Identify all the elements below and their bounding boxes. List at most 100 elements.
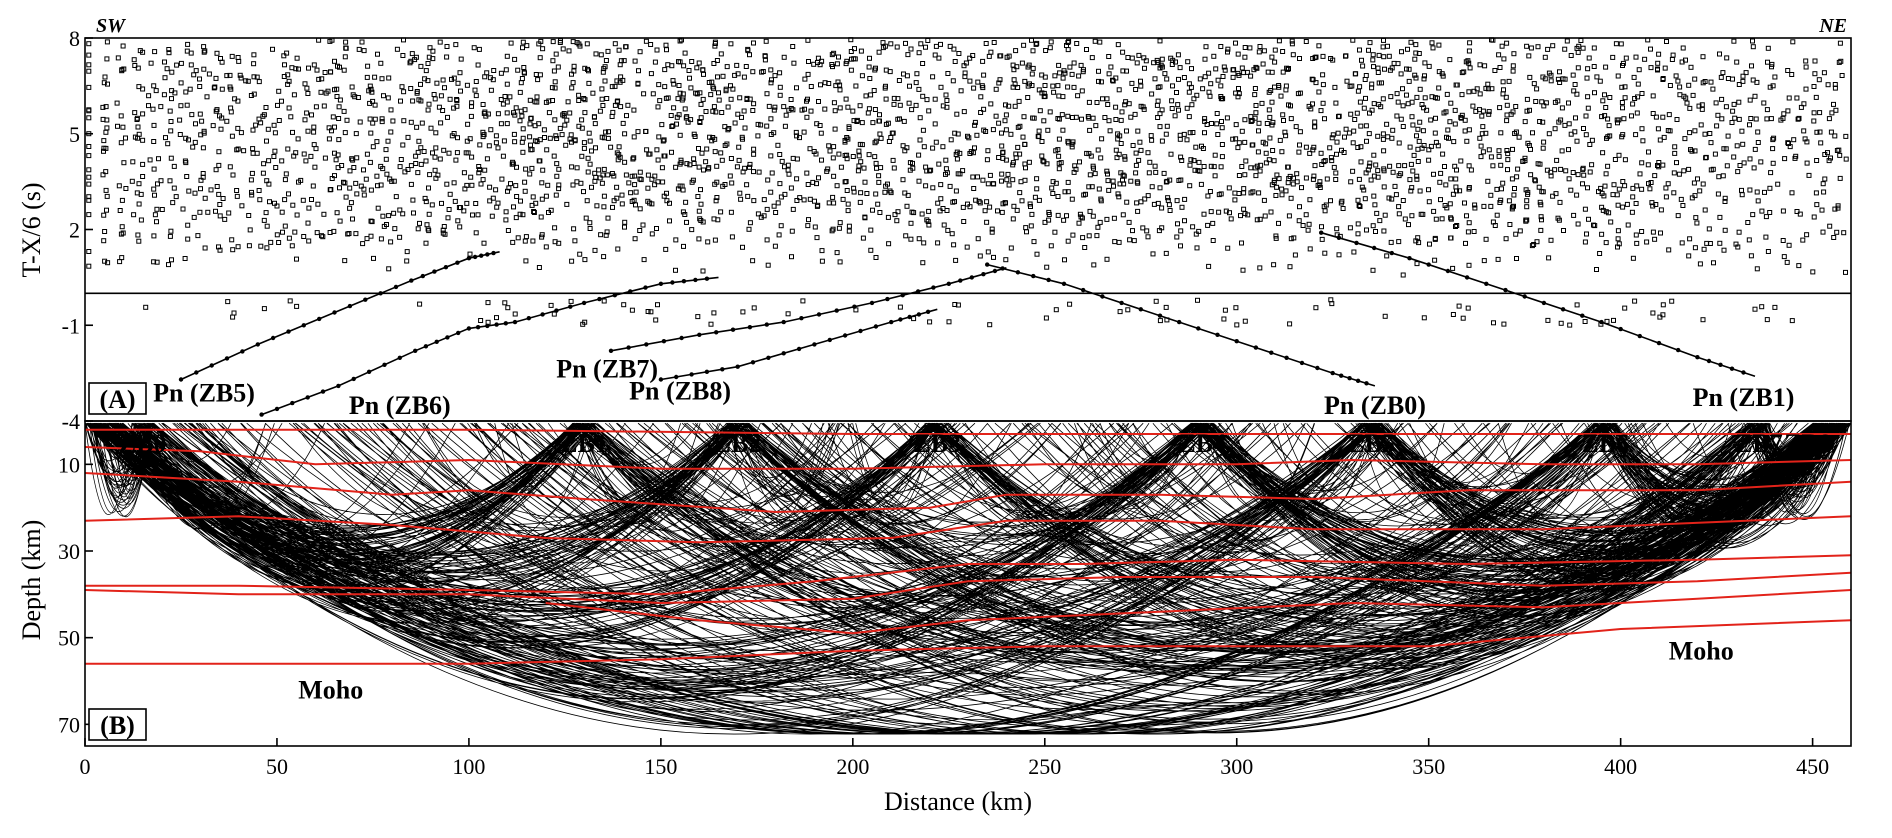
arrival-point (446, 150, 452, 156)
arrival-point (418, 81, 423, 87)
arrival-point (1163, 304, 1169, 310)
arrival-point (1600, 207, 1606, 213)
arrival-point (815, 55, 821, 61)
arrival-point (1152, 76, 1158, 82)
arrival-point (777, 70, 783, 76)
arrival-point (1600, 98, 1606, 104)
arrival-point (1033, 41, 1039, 47)
arrival-point (1371, 64, 1376, 70)
x-tick-label: 150 (644, 754, 677, 779)
arrival-point (1691, 180, 1697, 186)
arrival-point (247, 227, 253, 233)
arrival-point (710, 135, 716, 140)
arrival-point (283, 171, 289, 177)
arrival-point (1599, 231, 1605, 237)
arrival-point (306, 238, 312, 244)
arrival-point (100, 172, 106, 178)
arrival-point (794, 85, 799, 91)
arrival-point (1702, 131, 1708, 137)
arrival-point (404, 258, 410, 264)
arrival-point (1175, 102, 1181, 108)
arrival-point (989, 226, 995, 232)
arrival-point (379, 116, 385, 122)
arrival-point (669, 149, 674, 155)
arrival-point (807, 146, 813, 152)
arrival-point (1811, 118, 1817, 124)
arrival-point (1043, 48, 1049, 53)
arrival-point (1422, 95, 1428, 101)
arrival-point (1458, 115, 1464, 121)
arrival-point (816, 175, 821, 181)
arrival-point (1457, 188, 1463, 194)
arrival-point (625, 102, 631, 108)
arrival-point (1376, 52, 1382, 58)
arrival-point (1408, 39, 1414, 45)
arrival-point (197, 209, 203, 215)
arrival-point (1843, 156, 1849, 162)
pn-point (1157, 313, 1163, 318)
arrival-point (938, 196, 944, 202)
arrival-point (1764, 317, 1770, 323)
arrival-point (1542, 76, 1548, 82)
arrival-point (999, 171, 1005, 177)
arrival-point (1730, 108, 1736, 114)
arrival-point (1104, 256, 1110, 262)
arrival-point (1620, 179, 1626, 184)
arrival-point (782, 164, 787, 170)
arrival-point (1076, 220, 1082, 226)
arrival-point (609, 114, 615, 119)
arrival-point (289, 243, 295, 249)
arrival-point (368, 130, 374, 136)
arrival-point (455, 135, 460, 141)
pn-point (503, 321, 508, 326)
arrival-point (807, 196, 813, 202)
arrival-point (400, 53, 406, 58)
arrival-point (1669, 298, 1675, 304)
arrival-point (914, 71, 920, 77)
arrival-point (1822, 176, 1828, 182)
arrival-point (765, 262, 771, 268)
pn-point (969, 275, 974, 280)
arrival-point (1369, 107, 1375, 113)
arrival-point (1665, 128, 1671, 133)
arrival-point (533, 72, 539, 77)
arrival-point (1119, 109, 1125, 115)
arrival-point (920, 93, 926, 99)
arrival-point (136, 238, 142, 244)
arrival-point (800, 298, 806, 304)
arrival-point (208, 187, 214, 193)
arrival-point (381, 223, 387, 229)
arrival-point (1150, 251, 1156, 257)
arrival-point (1367, 110, 1372, 116)
arrival-point (637, 169, 643, 175)
arrival-point (1028, 223, 1034, 229)
arrival-point (1221, 64, 1227, 70)
arrival-point (837, 105, 843, 111)
pn-point (240, 349, 245, 354)
arrival-point (967, 151, 973, 156)
arrival-point (1478, 154, 1484, 160)
arrival-point (1563, 168, 1569, 174)
arrival-point (522, 179, 528, 185)
arrival-point (248, 93, 254, 98)
arrival-point (1368, 177, 1374, 183)
arrival-point (453, 42, 459, 48)
arrival-point (481, 240, 487, 246)
arrival-point (569, 85, 575, 91)
arrival-point (1205, 222, 1211, 228)
pn-point (1695, 355, 1700, 360)
arrival-point (1540, 119, 1546, 125)
arrival-point (1781, 111, 1787, 117)
arrival-point (621, 302, 627, 308)
arrival-point (167, 108, 173, 114)
arrival-point (1752, 93, 1758, 99)
arrival-point (117, 208, 123, 213)
arrival-point (1189, 66, 1194, 72)
arrival-point (1294, 171, 1300, 177)
arrival-point (848, 67, 854, 73)
arrival-point (100, 104, 106, 110)
pn-point (393, 284, 399, 290)
pn-point (409, 278, 414, 283)
arrival-point (603, 232, 609, 238)
arrival-point (616, 152, 622, 158)
